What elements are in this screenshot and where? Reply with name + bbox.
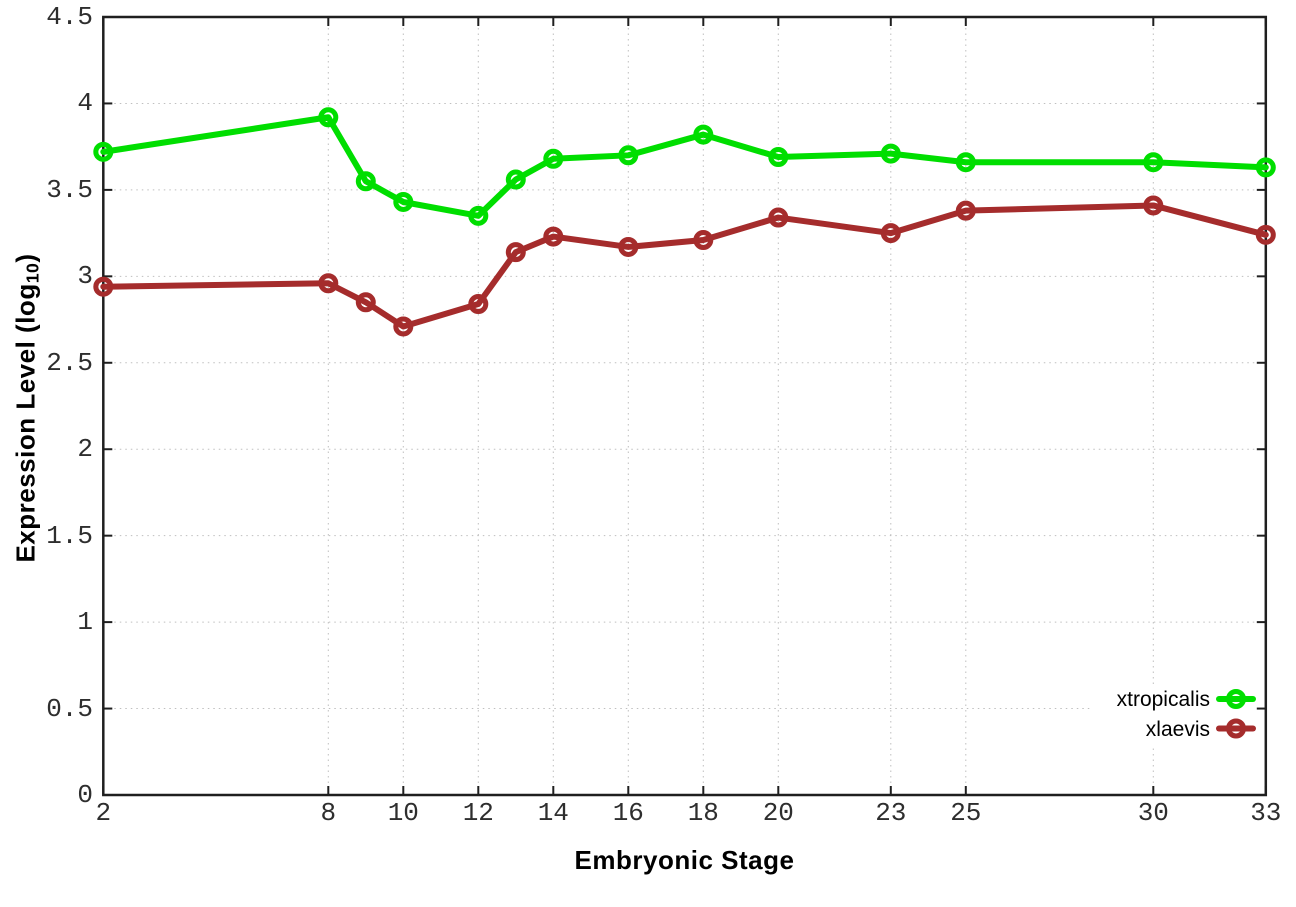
y-tick-label-3.5: 3.5 bbox=[46, 174, 93, 205]
data-point-xtropicalis-stage-16 bbox=[618, 145, 639, 166]
data-point-xlaevis-stage-13 bbox=[505, 242, 526, 263]
y-tick-label-4.5: 4.5 bbox=[46, 2, 93, 32]
data-point-xlaevis-stage-16 bbox=[618, 236, 639, 257]
x-tick-label-12: 12 bbox=[462, 798, 494, 828]
y-tick-label-0: 0 bbox=[77, 780, 93, 810]
data-point-xlaevis-stage-18 bbox=[693, 230, 714, 251]
data-point-xlaevis-stage-20 bbox=[768, 207, 789, 228]
data-point-xtropicalis-stage-13 bbox=[505, 169, 526, 190]
y-tick-label-0.5: 0.5 bbox=[46, 693, 93, 724]
y-tick-label-1.5: 1.5 bbox=[46, 520, 93, 551]
data-point-xtropicalis-stage-9 bbox=[355, 171, 376, 192]
x-tick-label-25: 25 bbox=[950, 798, 982, 828]
data-point-xtropicalis-stage-25 bbox=[955, 152, 976, 173]
y-axis-title-subscript: 10 bbox=[22, 262, 43, 284]
series-line-xtropicalis bbox=[100, 114, 1269, 219]
legend-sample-marker-xtropicalis bbox=[1226, 689, 1246, 709]
series-line-xlaevis bbox=[100, 202, 1269, 330]
y-axis-title: Expression Level (log10) bbox=[10, 253, 43, 562]
y-axis-title-close: ) bbox=[10, 253, 41, 263]
data-point-xlaevis-stage-2 bbox=[93, 276, 114, 297]
data-point-xtropicalis-stage-2 bbox=[93, 141, 114, 162]
data-point-xlaevis-stage-30 bbox=[1143, 195, 1164, 216]
x-axis-title: Embryonic Stage bbox=[574, 845, 795, 875]
data-point-xlaevis-stage-8 bbox=[318, 273, 339, 294]
data-point-xtropicalis-stage-8 bbox=[318, 107, 339, 128]
data-point-xlaevis-stage-14 bbox=[543, 226, 564, 247]
y-tick-label-3: 3 bbox=[77, 261, 93, 292]
legend-sample-marker-xlaevis bbox=[1226, 718, 1246, 739]
data-point-xtropicalis-stage-23 bbox=[880, 143, 901, 164]
x-tick-label-18: 18 bbox=[687, 798, 719, 828]
y-tick-label-2.5: 2.5 bbox=[46, 347, 93, 378]
data-point-xtropicalis-stage-14 bbox=[543, 148, 564, 169]
x-tick-label-8: 8 bbox=[320, 798, 337, 828]
x-tick-label-30: 30 bbox=[1137, 798, 1169, 828]
legend-label-xtropicalis: xtropicalis bbox=[1116, 688, 1210, 711]
plot-border bbox=[102, 15, 1268, 797]
x-tick-label-10: 10 bbox=[387, 798, 419, 828]
x-tick-label-33: 33 bbox=[1250, 798, 1282, 828]
x-tick-label-20: 20 bbox=[762, 798, 794, 828]
data-point-xlaevis-stage-33 bbox=[1255, 224, 1276, 245]
y-tick-label-4: 4 bbox=[77, 88, 93, 119]
x-tick-label-23: 23 bbox=[875, 798, 907, 828]
data-point-xlaevis-stage-23 bbox=[880, 223, 901, 244]
x-tick-label-2: 2 bbox=[95, 798, 112, 828]
data-point-xtropicalis-stage-12 bbox=[468, 205, 489, 226]
data-point-xlaevis-stage-10 bbox=[393, 316, 414, 337]
legend-label-xlaevis: xlaevis bbox=[1145, 717, 1210, 741]
data-point-xlaevis-stage-25 bbox=[955, 200, 976, 221]
data-point-xtropicalis-stage-10 bbox=[393, 191, 414, 212]
y-axis-title-text: Expression Level (log bbox=[10, 283, 41, 563]
data-point-xtropicalis-stage-30 bbox=[1143, 152, 1164, 173]
y-tick-label-2: 2 bbox=[77, 434, 93, 465]
data-point-xlaevis-stage-9 bbox=[355, 292, 376, 313]
data-point-xtropicalis-stage-18 bbox=[693, 124, 714, 145]
data-point-xtropicalis-stage-33 bbox=[1255, 157, 1276, 178]
data-point-xlaevis-stage-12 bbox=[468, 293, 489, 314]
data-point-xtropicalis-stage-20 bbox=[768, 147, 789, 168]
x-tick-label-16: 16 bbox=[612, 798, 644, 828]
y-tick-label-1: 1 bbox=[77, 607, 93, 638]
x-tick-label-14: 14 bbox=[537, 798, 569, 828]
